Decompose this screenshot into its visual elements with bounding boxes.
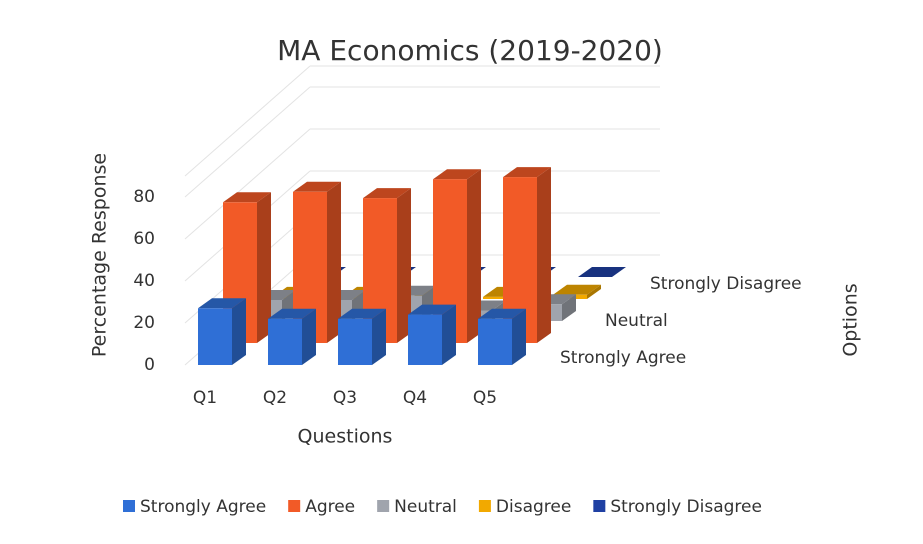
y-tick-label-guide: [184, 128, 311, 240]
bar-side: [372, 308, 386, 365]
bar-front: [408, 314, 442, 365]
bar-front: [338, 318, 372, 365]
bar-front: [478, 318, 512, 365]
bar-side: [467, 169, 481, 343]
bar-top: [408, 304, 456, 315]
bar-side: [562, 294, 576, 321]
legend-swatch: [123, 500, 135, 512]
legend-swatch: [593, 500, 606, 512]
z-tick-label: Strongly Agree: [560, 348, 686, 368]
y-tick-label: 40: [133, 271, 155, 291]
legend-swatch: [377, 500, 390, 512]
z-axis-label: Options: [840, 283, 862, 356]
x-tick-label: Q2: [263, 388, 287, 408]
legend-label: Strongly Disagree: [610, 497, 762, 517]
bar-top: [553, 284, 601, 295]
x-tick-label: Q4: [403, 388, 427, 408]
bar-top: [338, 308, 386, 319]
bar-side: [302, 308, 316, 365]
bar: [408, 304, 456, 365]
x-axis-label: Questions: [298, 426, 393, 448]
x-tick-label: Q5: [473, 388, 497, 408]
y-tick-label: 20: [133, 313, 155, 333]
x-tick-label: Q3: [333, 388, 357, 408]
bar-top: [363, 188, 411, 199]
x-tick-label: Q1: [193, 388, 217, 408]
y-tick-label: 60: [133, 229, 155, 249]
bar-side: [442, 304, 456, 365]
y-tick-label: 80: [133, 187, 155, 207]
bar-top: [268, 308, 316, 319]
bar-front: [198, 308, 232, 365]
bar-front: [483, 296, 517, 299]
legend-label: Strongly Agree: [140, 497, 266, 517]
bar-side: [232, 298, 246, 365]
z-tick-label: Neutral: [605, 311, 668, 331]
legend-label: Neutral: [394, 497, 457, 517]
bar-side: [512, 308, 526, 365]
bar-top: [198, 298, 246, 309]
bar: [268, 308, 316, 365]
bar-top: [578, 267, 626, 277]
legend-label: Agree: [305, 497, 355, 517]
bar-top: [433, 169, 481, 180]
legend-swatch: [288, 500, 301, 512]
bar-top: [503, 167, 551, 178]
bar-top: [293, 181, 341, 192]
bar: [578, 267, 626, 277]
bar-side: [587, 284, 601, 299]
bar: [338, 308, 386, 365]
legend-label: Disagree: [496, 497, 571, 517]
bar-front: [268, 318, 302, 365]
y-axis-label: Percentage Response: [89, 153, 111, 357]
bar-side: [257, 192, 271, 343]
bar: [478, 308, 526, 365]
bar-side: [327, 181, 341, 343]
bar-side: [397, 188, 411, 343]
bar-top: [223, 192, 271, 203]
grid-top: [184, 65, 311, 177]
z-tick-label: Strongly Disagree: [650, 274, 802, 294]
legend-swatch: [478, 500, 491, 512]
bar-top: [478, 308, 526, 319]
bar-side: [537, 167, 551, 343]
bar: [198, 298, 246, 365]
y-tick-label: 0: [144, 355, 155, 375]
y-tick-label-guide: [184, 86, 311, 198]
chart-title: MA Economics (2019-2020): [277, 34, 663, 67]
